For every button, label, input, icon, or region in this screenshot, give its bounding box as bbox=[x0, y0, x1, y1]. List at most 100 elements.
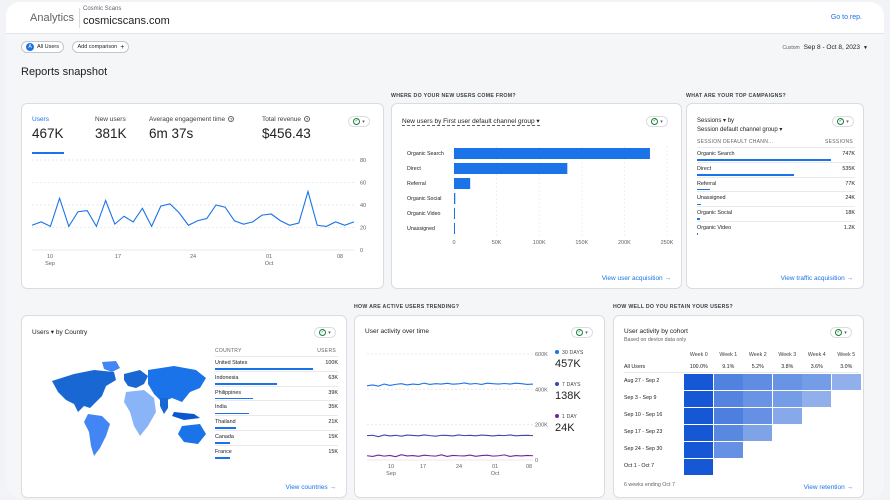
comparison-bar: A All Users Add comparison + bbox=[21, 41, 133, 59]
acquisition-dropdown[interactable]: New users by First user default channel … bbox=[402, 117, 540, 126]
activity-title: User activity over time bbox=[365, 328, 429, 335]
cohort-cell bbox=[713, 425, 743, 441]
view-user-acquisition-label: View user acquisition bbox=[601, 275, 663, 282]
metric-1[interactable]: New users 381K bbox=[95, 114, 127, 154]
campaign-name: Referral bbox=[697, 180, 717, 187]
country-row[interactable]: Indonesia 63K bbox=[215, 370, 338, 386]
bar bbox=[454, 193, 456, 204]
view-retention-link[interactable]: View retention → bbox=[804, 484, 853, 491]
caret-down-icon: ▾ bbox=[846, 118, 849, 125]
country-table: United States 100K Indonesia 63K Philippines… bbox=[215, 356, 338, 460]
cohort-cell bbox=[772, 374, 802, 390]
caret-down-icon: ▾ bbox=[585, 329, 588, 336]
country-row[interactable]: Philippines 39K bbox=[215, 385, 338, 401]
campaign-row[interactable]: Direct 535K bbox=[697, 161, 855, 177]
cohort-row[interactable]: Oct 1 - Oct 7 bbox=[624, 458, 859, 475]
campaign-row[interactable]: Organic Social 18K bbox=[697, 206, 855, 221]
country-name: Indonesia bbox=[215, 374, 239, 381]
legend-label: 30 DAYS bbox=[555, 350, 605, 356]
cohort-cell bbox=[684, 408, 713, 424]
country-bar bbox=[215, 397, 254, 400]
cohort-row[interactable]: Sep 24 - Sep 30 bbox=[624, 441, 859, 458]
cohort-cell bbox=[772, 408, 802, 424]
category-label: Referral bbox=[407, 181, 426, 187]
acquisition-options-button[interactable]: ✓ ▾ bbox=[646, 116, 668, 127]
add-comparison-label: Add comparison bbox=[77, 44, 118, 50]
campaign-bar bbox=[697, 174, 794, 176]
cohort-row[interactable]: Sep 17 - Sep 23 bbox=[624, 424, 859, 441]
country-row[interactable]: Thailand 21K bbox=[215, 415, 338, 430]
date-range-picker[interactable]: Custom Sep 8 - Oct 8, 2023 ▼ bbox=[782, 44, 868, 51]
activity-options-button[interactable]: ✓ ▾ bbox=[571, 327, 593, 338]
y-tick-label: 0 bbox=[535, 458, 538, 464]
campaign-name: Direct bbox=[697, 165, 712, 172]
country-bar bbox=[215, 442, 230, 444]
goto-report-link[interactable]: Go to rep. bbox=[830, 14, 862, 21]
country-options-button[interactable]: ✓ ▾ bbox=[314, 327, 336, 338]
campaigns-dropdown[interactable]: Sessions ▾ by Session default channel gr… bbox=[697, 117, 782, 135]
metric-value: 381K bbox=[95, 126, 127, 141]
cohort-row[interactable]: Aug 27 - Sep 2 bbox=[624, 373, 861, 390]
add-comparison-button[interactable]: Add comparison + bbox=[72, 41, 130, 53]
campaign-row[interactable]: Organic Video 1.2K bbox=[697, 220, 855, 236]
campaigns-options-button[interactable]: ✓ ▾ bbox=[832, 116, 854, 127]
check-icon: ✓ bbox=[319, 329, 327, 336]
retention-options-button[interactable]: ✓ ▾ bbox=[830, 327, 852, 338]
campaign-row[interactable]: Unassigned 24K bbox=[697, 191, 855, 206]
country-row[interactable]: Canada 15K bbox=[215, 429, 338, 445]
acquisition-card: New users by First user default channel … bbox=[391, 103, 682, 289]
activity-legend: 30 DAYS 457K 7 DAYS 138K 1 DAY 24K bbox=[555, 350, 605, 446]
retention-subtitle: Based on device data only bbox=[624, 337, 687, 343]
cohort-row[interactable]: Sep 3 - Sep 9 bbox=[624, 390, 859, 407]
country-value: 100K bbox=[325, 360, 338, 366]
view-traffic-acquisition-link[interactable]: View traffic acquisition → bbox=[781, 275, 853, 282]
country-row[interactable]: India 35K bbox=[215, 400, 338, 415]
y-tick-label: 60 bbox=[360, 181, 366, 187]
cohort-row[interactable]: Sep 10 - Sep 16 bbox=[624, 407, 859, 424]
map-africa bbox=[124, 390, 156, 436]
x-tick-sublabel: Sep bbox=[45, 261, 55, 267]
all-users-chip[interactable]: A All Users bbox=[21, 41, 65, 53]
view-countries-link[interactable]: View countries → bbox=[286, 484, 336, 491]
series-30-days bbox=[366, 382, 534, 387]
account-name[interactable]: Cosmic Scans bbox=[83, 6, 122, 12]
caret-down-icon: ▾ bbox=[660, 118, 663, 125]
campaign-row[interactable]: Organic Search 747K bbox=[697, 147, 855, 162]
legend-dot bbox=[555, 382, 559, 386]
campaign-row[interactable]: Referral 77K bbox=[697, 176, 855, 192]
metric-label: Total revenue? bbox=[262, 116, 311, 123]
metric-value: 6m 37s bbox=[149, 126, 194, 141]
campaign-name: Organic Video bbox=[697, 224, 732, 231]
property-name[interactable]: cosmicscans.com bbox=[83, 15, 170, 27]
app-shell: Analytics Cosmic Scans cosmicscans.com G… bbox=[6, 2, 884, 498]
help-icon: ? bbox=[228, 116, 235, 122]
legend-value: 457K bbox=[555, 358, 581, 370]
caret-down-icon: ▾ bbox=[536, 118, 540, 125]
all-users-value: 3.6% bbox=[810, 364, 823, 370]
all-users-value: 100.0% bbox=[689, 364, 708, 370]
country-row[interactable]: United States 100K bbox=[215, 356, 338, 371]
metric-3[interactable]: Total revenue? $456.43 bbox=[262, 114, 311, 154]
metric-value: $456.43 bbox=[262, 126, 311, 141]
view-traffic-acquisition-label: View traffic acquisition bbox=[780, 275, 845, 282]
x-tick-sublabel: Oct bbox=[491, 471, 500, 477]
country-dropdown[interactable]: Users ▾ by Country bbox=[32, 328, 87, 336]
activity-section-title: HOW ARE ACTIVE USERS TRENDING? bbox=[354, 304, 460, 310]
acquisition-bar-chart: 0 50K 100K 150K 200K 250K Organic Search Direct… bbox=[407, 146, 674, 246]
retention-card: User activity by cohort Based on device … bbox=[613, 315, 864, 498]
all-users-value: 3.8% bbox=[781, 364, 794, 370]
week-header: Week 4 bbox=[807, 352, 826, 358]
acquisition-section-title: WHERE DO YOUR NEW USERS COME FROM? bbox=[391, 93, 516, 99]
metric-value: 467K bbox=[32, 126, 64, 141]
campaigns-dimension-label: Session default channel group bbox=[697, 127, 778, 133]
country-row[interactable]: France 15K bbox=[215, 444, 338, 460]
view-user-acquisition-link[interactable]: View user acquisition → bbox=[602, 275, 671, 282]
metric-2[interactable]: Average engagement time? 6m 37s bbox=[149, 114, 235, 154]
week-header: Week 3 bbox=[778, 352, 797, 358]
metric-0[interactable]: Users 467K bbox=[32, 114, 64, 154]
cohort-label: Sep 24 - Sep 30 bbox=[624, 446, 663, 452]
arrow-right-icon: → bbox=[846, 484, 854, 491]
legend-label-text: 30 DAYS bbox=[562, 350, 584, 356]
overview-options-button[interactable]: ✓ ▾ bbox=[348, 116, 370, 127]
bar bbox=[454, 178, 471, 189]
